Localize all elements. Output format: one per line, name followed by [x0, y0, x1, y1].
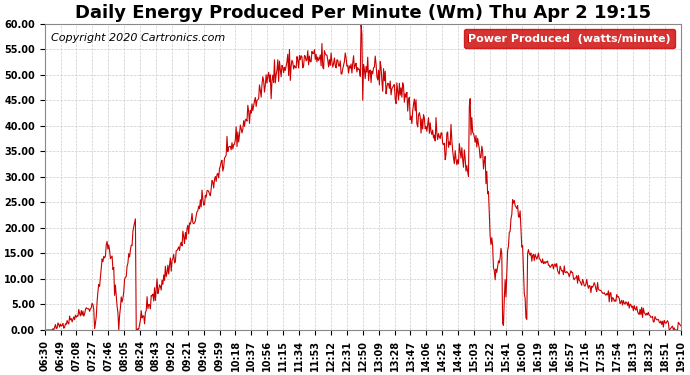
Title: Daily Energy Produced Per Minute (Wm) Thu Apr 2 19:15: Daily Energy Produced Per Minute (Wm) Th…	[75, 4, 651, 22]
Legend: Power Produced  (watts/minute): Power Produced (watts/minute)	[464, 29, 676, 48]
Text: Copyright 2020 Cartronics.com: Copyright 2020 Cartronics.com	[51, 33, 225, 43]
